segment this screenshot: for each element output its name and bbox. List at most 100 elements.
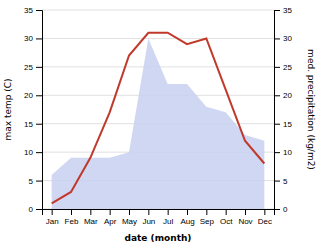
tick: 15 [274, 120, 292, 129]
tick-mark [274, 10, 280, 11]
tick-label: Sep [200, 217, 215, 226]
y-axis: 0 5 10 15 20 25 30 35 [24, 6, 42, 214]
y2-axis-title: med. precipitation (kg/m2) [306, 49, 316, 170]
tick-mark [110, 209, 111, 215]
tick: 35 [24, 6, 42, 15]
tick-label: Jan [46, 217, 59, 226]
tick-mark [206, 209, 207, 215]
tick-label: 30 [24, 34, 33, 43]
tick: 10 [24, 148, 42, 157]
tick-label: 5 [29, 177, 34, 186]
tick: Apr [104, 209, 117, 226]
tick: 10 [274, 148, 292, 157]
tick: 30 [24, 34, 42, 43]
tick-label: 0 [29, 205, 34, 214]
tick-label: Feb [65, 217, 79, 226]
tick-mark [71, 209, 72, 215]
area [52, 38, 265, 209]
grid-line [42, 38, 274, 39]
tick: Oct [220, 209, 233, 226]
tick: Aug [180, 209, 194, 226]
tick: Dec [258, 209, 272, 226]
tick: May [122, 209, 137, 226]
tick-label: 0 [283, 205, 288, 214]
tick-label: 25 [24, 63, 33, 72]
tick-mark [36, 152, 42, 153]
tick: 30 [274, 34, 292, 43]
tick-label: Mar [84, 217, 98, 226]
tick: 0 [29, 205, 42, 214]
tick-label: Nov [238, 217, 252, 226]
marks [52, 33, 265, 209]
tick-mark [274, 95, 280, 96]
axis-line [275, 11, 281, 210]
chart: Jan Feb Mar Apr May Jun Jul Aug Sep Oct Nov Dec 0 5 10… [0, 0, 318, 247]
tick-label: 5 [283, 177, 288, 186]
tick-label: 20 [283, 91, 292, 100]
tick-mark [36, 38, 42, 39]
x-axis-title: date (month) [125, 233, 192, 243]
tick-label: 15 [24, 120, 33, 129]
tick-mark [52, 209, 53, 215]
tick-label: 10 [283, 148, 292, 157]
tick: Jun [142, 209, 155, 226]
tick: Nov [238, 209, 252, 226]
tick: 20 [24, 91, 42, 100]
tick-mark [129, 209, 130, 215]
tick: Sep [200, 209, 215, 226]
tick-mark [148, 209, 149, 215]
x-axis: Jan Feb Mar Apr May Jun Jul Aug Sep Oct Nov Dec [43, 209, 275, 226]
tick-mark [90, 209, 91, 215]
tick-mark [274, 67, 280, 68]
tick-mark [36, 209, 42, 210]
plot: Jan Feb Mar Apr May Jun Jul Aug Sep Oct Nov Dec 0 5 10… [24, 6, 292, 226]
tick-mark [274, 209, 280, 210]
tick-mark [36, 124, 42, 125]
tick-label: 25 [283, 63, 292, 72]
tick: 15 [24, 120, 42, 129]
tick: 0 [274, 205, 288, 214]
tick-label: Jun [142, 217, 155, 226]
tick: 5 [274, 177, 288, 186]
tick: 25 [274, 63, 292, 72]
tick: Jan [46, 209, 59, 226]
tick-mark [274, 38, 280, 39]
tick-mark [245, 209, 246, 215]
tick: 25 [24, 63, 42, 72]
tick-label: Apr [104, 217, 117, 226]
axis-line [36, 11, 43, 210]
tick-label: Aug [180, 217, 194, 226]
tick-mark [274, 124, 280, 125]
tick-label: 35 [283, 6, 292, 15]
tick-mark [36, 10, 42, 11]
tick-label: 10 [24, 148, 33, 157]
tick-mark [168, 209, 169, 215]
y-axis-title: max temp (C) [3, 78, 13, 140]
y2-axis: 0 5 10 15 20 25 30 35 [274, 6, 292, 214]
tick-label: Jul [163, 217, 173, 226]
tick: Feb [65, 209, 79, 226]
tick-label: 30 [283, 34, 292, 43]
tick: 35 [274, 6, 292, 15]
grid [42, 10, 274, 209]
tick: Mar [84, 209, 98, 226]
tick-mark [36, 181, 42, 182]
tick-label: Dec [258, 217, 272, 226]
tick-mark [226, 209, 227, 215]
tick-mark [274, 152, 280, 153]
tick: Jul [163, 209, 173, 226]
grid-line [42, 10, 274, 11]
tick-label: 20 [24, 91, 33, 100]
tick-mark [274, 181, 280, 182]
tick: 20 [274, 91, 292, 100]
tick-mark [36, 95, 42, 96]
line [52, 33, 265, 204]
tick-mark [187, 209, 188, 215]
axis-line [43, 210, 275, 216]
tick-mark [36, 67, 42, 68]
tick-label: 15 [283, 120, 292, 129]
tick-mark [264, 209, 265, 215]
tick-label: 35 [24, 6, 33, 15]
tick-label: May [122, 217, 137, 226]
tick-label: Oct [220, 217, 233, 226]
